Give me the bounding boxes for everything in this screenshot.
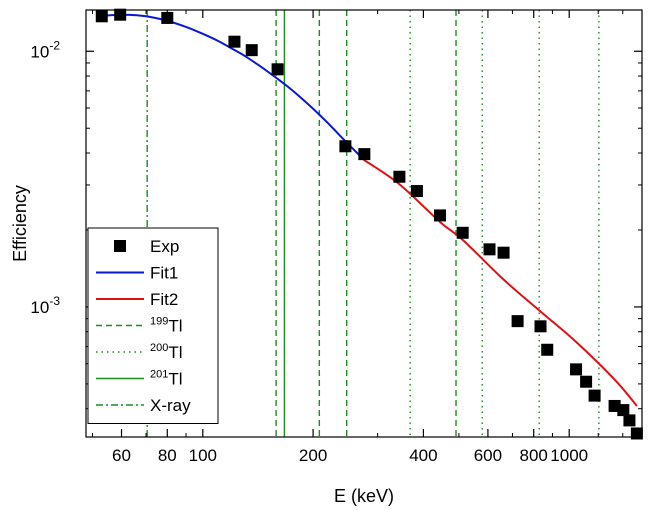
legend-label: 201Tl <box>150 369 183 389</box>
ticks-layer: 60 80 100 200 400 600 800 1000 10-2 10-3 <box>30 10 642 465</box>
data-point <box>580 375 593 388</box>
x-tick-label: 1000 <box>550 446 588 465</box>
data-point <box>588 389 601 402</box>
data-point <box>534 320 547 333</box>
legend-item-exp: Exp <box>114 237 179 256</box>
y-tick-label: 10-2 <box>30 38 60 61</box>
data-point <box>114 8 127 21</box>
data-point <box>358 148 371 161</box>
legend-label: X-ray <box>150 396 191 415</box>
data-point <box>541 343 554 356</box>
x-tick-label: 60 <box>112 446 131 465</box>
curve-fit2 <box>363 159 638 407</box>
y-tick-label: 10-3 <box>30 294 60 317</box>
legend-label: 199Tl <box>150 316 183 336</box>
data-point <box>228 35 241 48</box>
data-point <box>623 414 636 427</box>
legend: Exp Fit1 Fit2 199Tl 200Tl 201Tl X-ray <box>87 227 219 424</box>
data-point <box>630 427 643 440</box>
x-tick-label: 800 <box>520 446 548 465</box>
data-point <box>95 10 108 23</box>
data-point <box>434 209 447 222</box>
data-point <box>271 63 284 76</box>
legend-item-x-ray: X-ray <box>96 396 191 415</box>
plot-frame <box>85 9 643 438</box>
legend-item-201tl: 201Tl <box>96 369 183 389</box>
x-tick-label: 80 <box>158 446 177 465</box>
legend-item-fit1: Fit1 <box>96 264 178 283</box>
legend-item-200tl: 200Tl <box>96 342 183 362</box>
legend-item-fit2: Fit2 <box>96 290 178 309</box>
axes-layer <box>85 9 643 438</box>
vertical-lines-layer <box>146 10 600 437</box>
legend-marker <box>114 240 126 252</box>
data-point <box>339 140 352 153</box>
x-tick-label: 600 <box>474 446 502 465</box>
legend-label: Exp <box>150 237 179 256</box>
data-point <box>497 246 510 259</box>
x-tick-label: 400 <box>409 446 437 465</box>
data-point <box>483 243 496 256</box>
legend-label: Fit1 <box>150 264 178 283</box>
x-tick-label: 100 <box>189 446 217 465</box>
legend-label: 200Tl <box>150 342 183 362</box>
data-point <box>511 315 524 328</box>
legend-item-199tl: 199Tl <box>96 316 183 336</box>
x-axis-title: E (keV) <box>334 486 394 506</box>
legend-label: Fit2 <box>150 290 178 309</box>
x-tick-label: 200 <box>299 446 327 465</box>
data-point <box>570 363 583 376</box>
data-point <box>617 404 630 417</box>
data-points-layer <box>95 8 643 440</box>
y-axis-title: Efficiency <box>10 185 30 262</box>
data-point <box>410 185 423 198</box>
data-point <box>393 170 406 183</box>
data-point <box>245 44 258 57</box>
data-point <box>456 226 469 239</box>
